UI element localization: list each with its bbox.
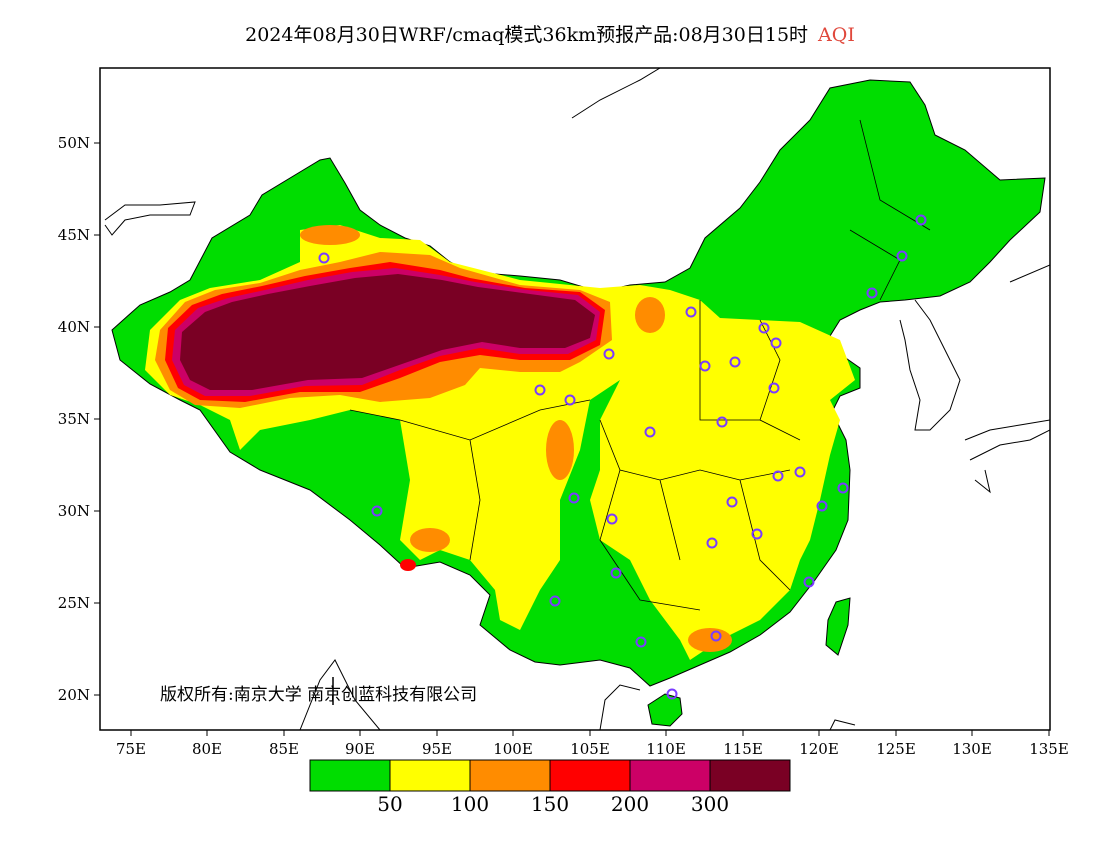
lon-label: 110E [646,740,686,758]
station-marker [610,567,622,579]
aqi-zone-hazardous [180,274,595,390]
coastline [299,659,381,730]
station-marker [751,528,763,540]
lat-label: 20N [58,686,90,704]
coastline [104,201,196,236]
legend-colorbar [309,759,791,792]
legend-swatch [629,759,711,792]
legend-swatch [549,759,631,792]
station-marker [816,500,828,512]
station-marker [768,382,780,394]
station-marker [318,252,330,264]
legend-label: 300 [690,792,730,816]
lon-ticks [130,730,1050,736]
station-marker [794,466,806,478]
legend-label: 100 [450,792,490,816]
lat-label: 25N [58,594,90,612]
coastline [829,719,856,730]
aqi-patch [546,420,574,480]
lon-label: 100E [493,740,533,758]
aqi-patch [688,628,732,652]
aqi-patch [742,528,778,552]
aqi-patch [705,482,755,518]
taiwan-island [825,597,851,656]
station-marker [568,492,580,504]
aqi-patch [410,528,450,552]
station-marker [716,416,728,428]
station-marker [866,287,878,299]
hainan-island [647,693,683,727]
map-frame [99,67,1051,731]
station-marker [371,505,383,517]
lon-label: 135E [1029,740,1069,758]
legend-labels: 50 100 150 200 300 [0,792,1100,818]
legend-label: 200 [610,792,650,816]
coastline [1009,264,1050,283]
aqi-patch [400,559,416,571]
lon-label: 130E [952,740,992,758]
station-marker [564,394,576,406]
station-marker [666,688,678,700]
coastline [964,419,1050,441]
lat-label: 30N [58,502,90,520]
map-layers [104,68,1050,730]
lon-label: 75E [116,740,146,758]
station-marker [685,306,697,318]
lon-label: 125E [876,740,916,758]
lat-ticks [94,142,100,696]
station-marker [803,576,815,588]
aqi-patch [635,297,665,333]
lon-label: 105E [570,740,610,758]
coastline [969,429,1050,494]
lon-label: 120E [799,740,839,758]
station-marker [644,426,656,438]
station-marker [770,337,782,349]
station-marker [710,630,722,642]
station-marker [726,496,738,508]
coastline [599,684,641,730]
station-marker [606,513,618,525]
station-marker [758,322,770,334]
legend-swatch [469,759,551,792]
lat-label: 45N [58,226,90,244]
coastline [899,299,961,431]
lat-label: 35N [58,410,90,428]
aqi-patch [300,225,360,245]
title-main: 2024年08月30日WRF/cmaq模式36km预报产品:08月30日15时 [245,24,809,46]
legend-swatch [309,759,391,792]
lon-label: 95E [422,740,452,758]
station-marker [772,470,784,482]
legend-label: 150 [530,792,570,816]
station-marker [706,537,718,549]
lon-label: 90E [345,740,375,758]
lat-label: 50N [58,134,90,152]
station-marker [896,250,908,262]
station-marker [837,482,849,494]
station-marker [635,636,647,648]
map-title: 2024年08月30日WRF/cmaq模式36km预报产品:08月30日15时 A… [0,20,1100,47]
station-marker [915,214,927,226]
legend-label: 50 [377,792,403,816]
station-marker [729,356,741,368]
lon-labels: 75E 80E 85E 90E 95E 100E 105E 110E 115E … [116,740,1069,758]
lat-labels: 50N 45N 40N 35N 30N 25N 20N [58,134,90,704]
copyright-notice: 版权所有:南京大学 南京创蓝科技有限公司 [160,685,478,705]
title-variable: AQI [818,24,855,46]
station-marker [549,595,561,607]
station-marker [699,360,711,372]
aqi-patch [690,525,730,555]
coastline [571,68,661,119]
station-marker [534,384,546,396]
legend-swatch [389,759,471,792]
lon-label: 80E [192,740,222,758]
lon-label: 85E [269,740,299,758]
station-markers [318,214,927,700]
station-marker [603,348,615,360]
lat-label: 40N [58,318,90,336]
lon-label: 115E [723,740,763,758]
legend-swatch [709,759,791,792]
